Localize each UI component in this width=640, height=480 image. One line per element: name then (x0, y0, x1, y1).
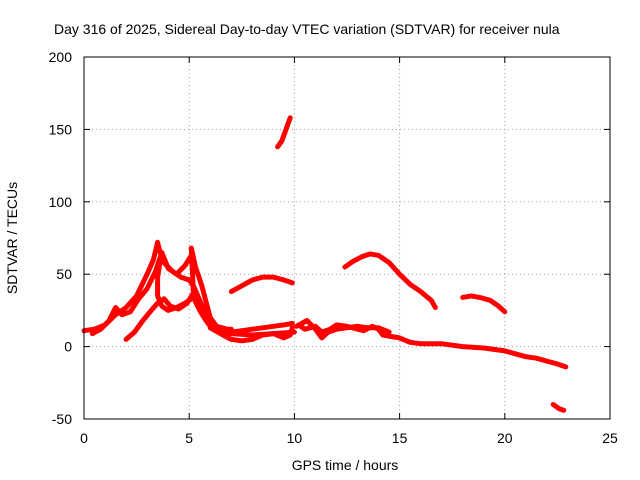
series-arc-10 (342, 251, 438, 310)
series-arc-9 (294, 318, 392, 341)
y-tick-label: -50 (52, 411, 72, 427)
series-arc-7 (228, 274, 295, 295)
series-arc-5 (155, 261, 295, 335)
x-axis-ticks: 0 5 10 15 20 25 (80, 57, 618, 446)
y-tick-label: 50 (56, 266, 72, 282)
series-arc-11 (460, 293, 508, 315)
x-tick-label: 20 (497, 430, 513, 446)
x-tick-label: 5 (185, 430, 193, 446)
series-arc-1 (275, 115, 293, 150)
series-arc-6 (207, 325, 295, 344)
x-tick-label: 15 (392, 430, 408, 446)
x-axis-label: GPS time / hours (292, 457, 399, 473)
x-tick-label: 10 (287, 430, 303, 446)
y-tick-label: 150 (49, 121, 73, 137)
series-arc-12 (550, 402, 567, 413)
plot-frame (83, 56, 611, 420)
y-tick-label: 0 (64, 339, 72, 355)
chart-title: Day 316 of 2025, Sidereal Day-to-day VTE… (54, 21, 560, 37)
y-tick-label: 100 (49, 194, 73, 210)
x-tick-label: 0 (80, 430, 88, 446)
grid (84, 57, 610, 419)
series-arc-3 (89, 250, 194, 337)
series-group (81, 115, 569, 413)
x-tick-label: 25 (602, 430, 618, 446)
y-axis-label: SDTVAR / TECUs (4, 182, 20, 294)
y-axis-ticks: -50 0 50 100 150 200 (49, 49, 610, 427)
y-tick-label: 200 (49, 49, 73, 65)
